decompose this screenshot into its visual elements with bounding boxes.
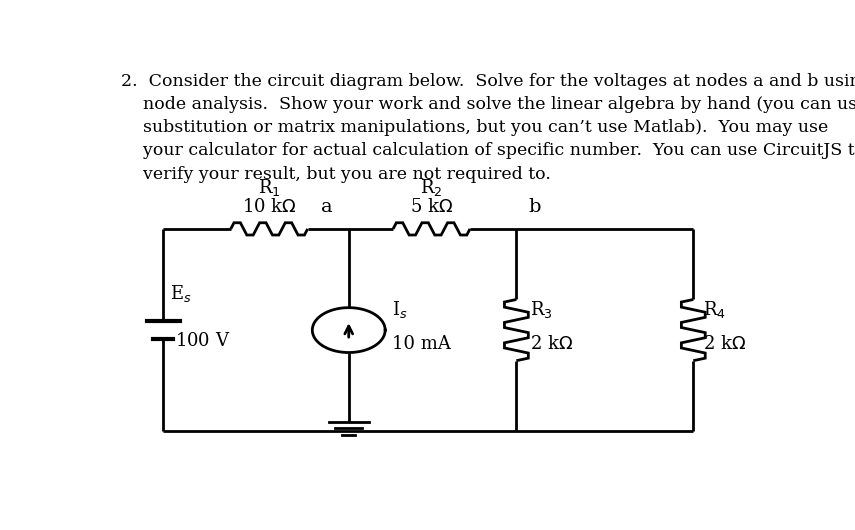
Text: I$_s$: I$_s$ xyxy=(392,299,407,320)
Text: 2 k$\Omega$: 2 k$\Omega$ xyxy=(703,334,746,352)
Text: b: b xyxy=(528,198,541,216)
Text: $-$100 V: $-$100 V xyxy=(160,332,230,350)
Text: node analysis.  Show your work and solve the linear algebra by hand (you can use: node analysis. Show your work and solve … xyxy=(121,96,855,113)
Text: E$_s$: E$_s$ xyxy=(170,282,192,304)
Text: R$_1$: R$_1$ xyxy=(258,177,280,198)
Text: R$_4$: R$_4$ xyxy=(703,299,726,320)
Text: verify your result, but you are not required to.: verify your result, but you are not requ… xyxy=(121,165,551,183)
Text: R$_2$: R$_2$ xyxy=(421,177,443,198)
Text: a: a xyxy=(321,198,332,216)
Text: 5 k$\Omega$: 5 k$\Omega$ xyxy=(410,198,453,216)
Text: 10 k$\Omega$: 10 k$\Omega$ xyxy=(242,198,297,216)
Text: R$_3$: R$_3$ xyxy=(529,299,552,320)
Text: 2 k$\Omega$: 2 k$\Omega$ xyxy=(529,334,573,352)
Text: 10 mA: 10 mA xyxy=(392,334,451,352)
Text: 2.  Consider the circuit diagram below.  Solve for the voltages at nodes a and b: 2. Consider the circuit diagram below. S… xyxy=(121,73,855,90)
Text: substitution or matrix manipulations, but you can’t use Matlab).  You may use: substitution or matrix manipulations, bu… xyxy=(121,119,828,136)
Text: your calculator for actual calculation of specific number.  You can use CircuitJ: your calculator for actual calculation o… xyxy=(121,143,855,160)
